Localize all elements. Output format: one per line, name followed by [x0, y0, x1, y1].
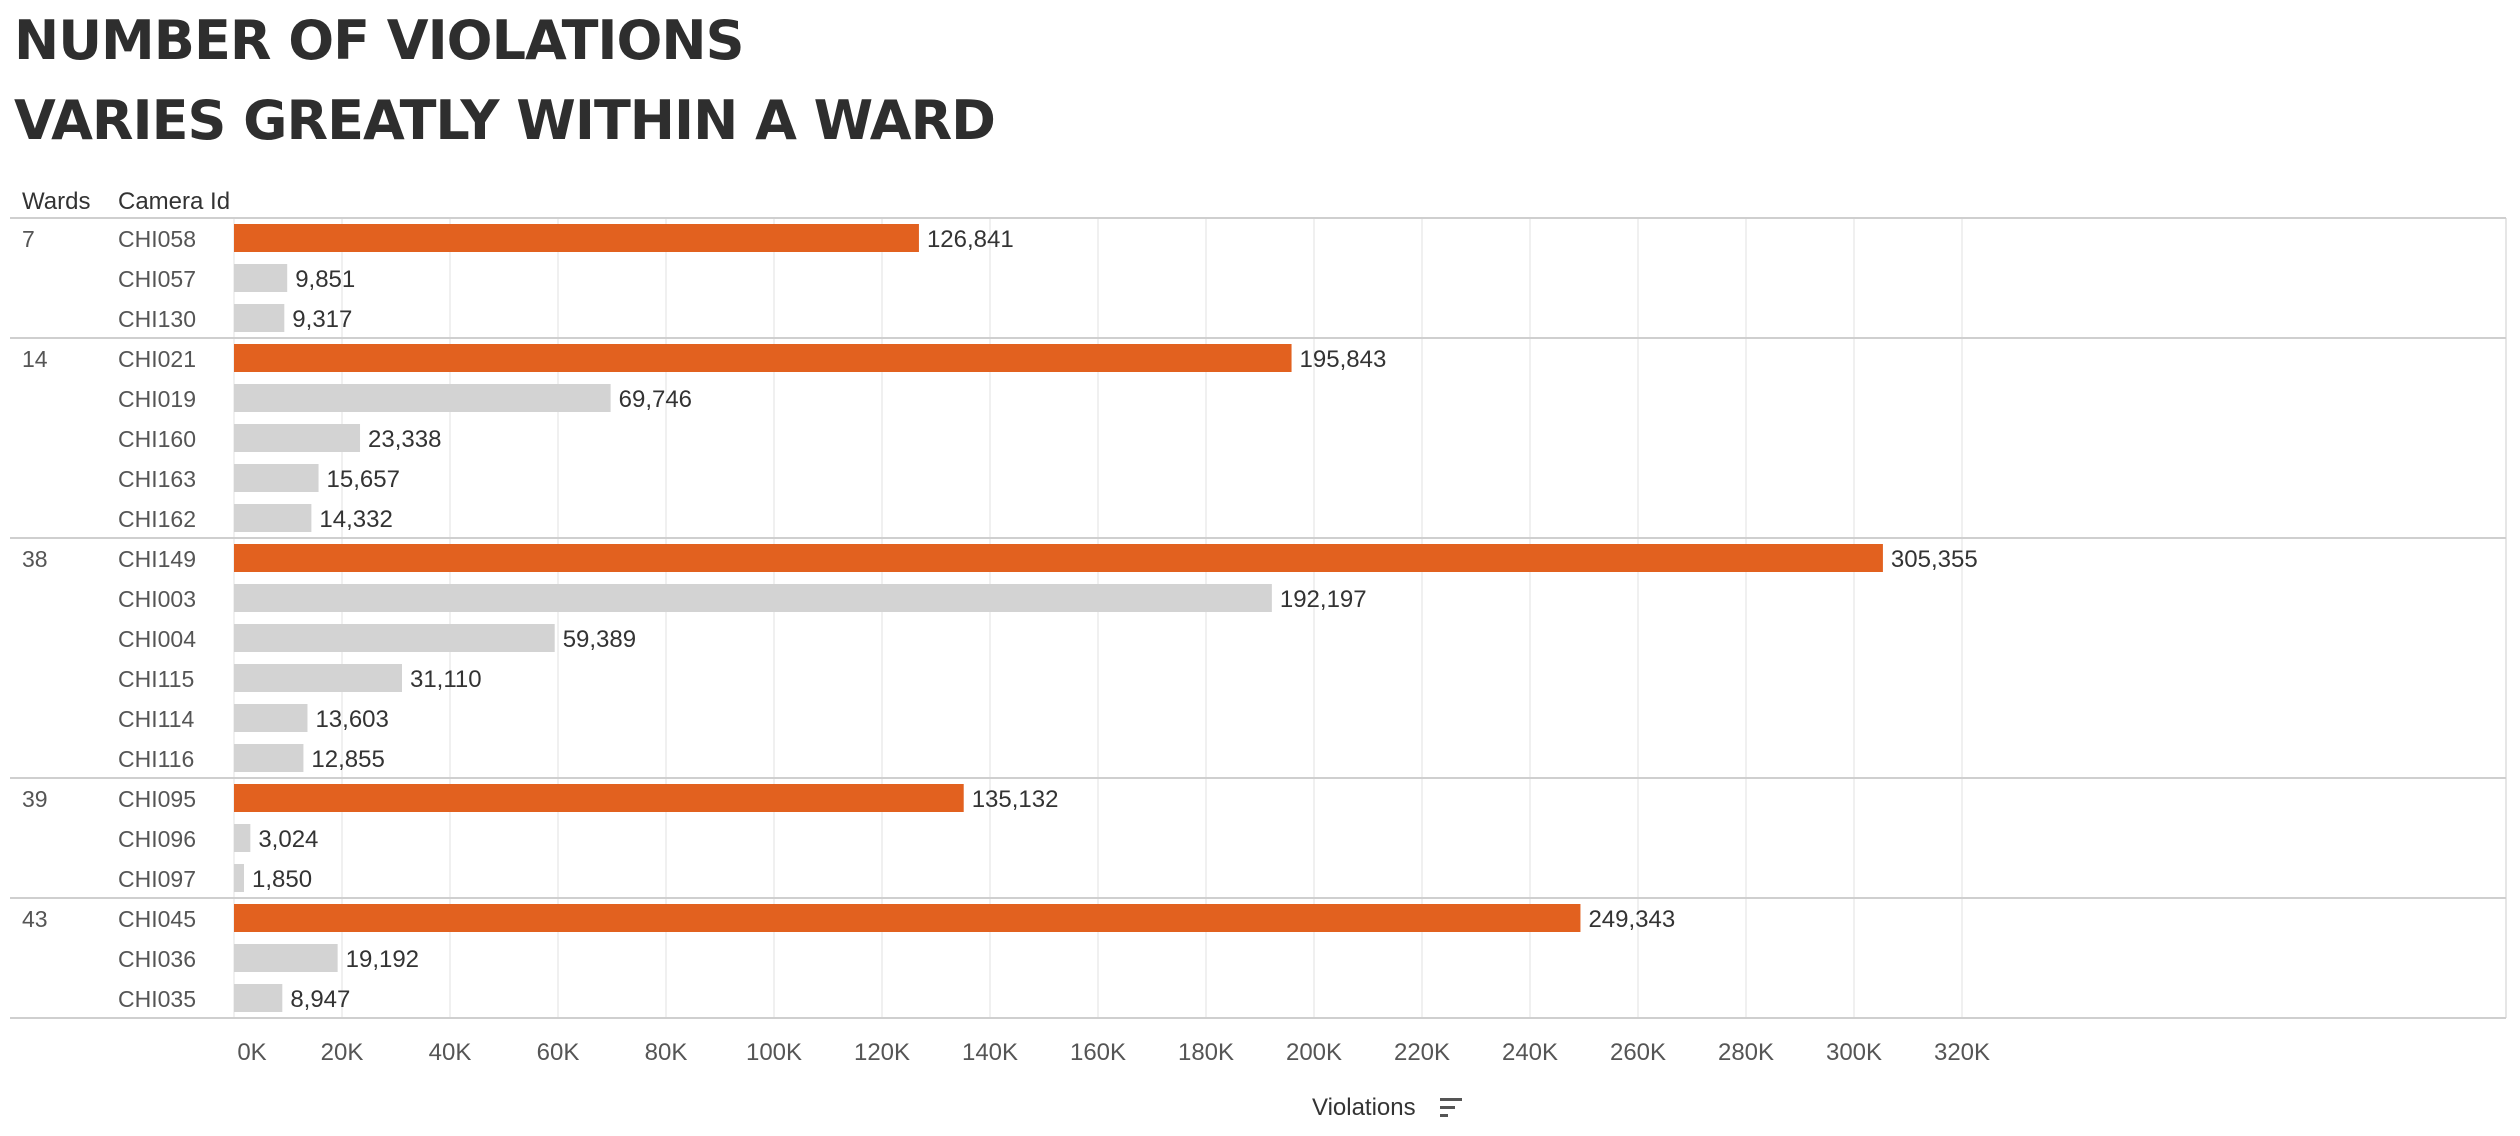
bar-chi057[interactable] [234, 264, 288, 292]
x-tick-label: 100K [746, 1039, 802, 1066]
x-tick-label: 180K [1178, 1039, 1234, 1066]
x-tick-label: 20K [321, 1039, 364, 1066]
data-label: 249,343 [1588, 906, 1675, 933]
bar-chi035[interactable] [234, 984, 283, 1012]
camera-id-label[interactable]: CHI162 [118, 506, 196, 532]
data-label: 23,338 [368, 426, 441, 453]
x-tick-label: 80K [645, 1039, 688, 1066]
ward-label[interactable]: 43 [22, 906, 48, 932]
x-tick-label: 200K [1286, 1039, 1342, 1066]
x-axis-title: Violations [1312, 1094, 1416, 1121]
data-label: 9,317 [292, 306, 352, 333]
bar-chi163[interactable] [234, 464, 319, 492]
data-label: 3,024 [258, 826, 318, 853]
camera-id-label[interactable]: CHI004 [118, 626, 196, 652]
bar-chi003[interactable] [234, 584, 1272, 612]
data-label: 59,389 [563, 626, 636, 653]
chart-title-line-2: VARIES GREATLY WITHIN A WARD [14, 89, 996, 152]
chart-title-line-1: NUMBER OF VIOLATIONS [14, 9, 745, 72]
data-label: 1,850 [252, 866, 312, 893]
ward-label[interactable]: 7 [22, 226, 35, 252]
bar-chi021[interactable] [234, 344, 1292, 372]
data-label: 13,603 [315, 706, 388, 733]
data-label: 305,355 [1891, 546, 1978, 573]
camera-id-label[interactable]: CHI003 [118, 586, 196, 612]
sort-descending-icon[interactable] [1440, 1098, 1462, 1120]
bar-chi160[interactable] [234, 424, 361, 452]
x-tick-label: 140K [962, 1039, 1018, 1066]
data-label: 192,197 [1280, 586, 1367, 613]
x-tick-label: 120K [854, 1039, 910, 1066]
camera-id-label[interactable]: CHI115 [118, 666, 194, 692]
x-tick-label: 60K [537, 1039, 580, 1066]
bar-chi097[interactable] [234, 864, 244, 892]
camera-id-label[interactable]: CHI058 [118, 226, 196, 252]
bar-chi149[interactable] [234, 544, 1883, 572]
camera-id-label[interactable]: CHI163 [118, 466, 196, 492]
camera-id-label[interactable]: CHI130 [118, 306, 196, 332]
bar-chi116[interactable] [234, 744, 304, 772]
camera-id-label[interactable]: CHI114 [118, 706, 194, 732]
data-label: 126,841 [927, 226, 1014, 253]
x-tick-label: 0K [237, 1039, 266, 1066]
camera-id-column-header[interactable]: Camera Id [118, 188, 231, 215]
x-tick-label: 240K [1502, 1039, 1558, 1066]
camera-id-label[interactable]: CHI019 [118, 386, 196, 412]
bar-chi058[interactable] [234, 224, 919, 252]
x-tick-label: 40K [429, 1039, 472, 1066]
wards-column-header[interactable]: Wards [22, 188, 91, 215]
bar-chi114[interactable] [234, 704, 308, 732]
data-label: 69,746 [619, 386, 692, 413]
bar-chi036[interactable] [234, 944, 338, 972]
data-label: 14,332 [319, 506, 392, 533]
x-tick-label: 260K [1610, 1039, 1666, 1066]
camera-id-label[interactable]: CHI035 [118, 986, 196, 1012]
data-label: 9,851 [295, 266, 355, 293]
camera-id-label[interactable]: CHI160 [118, 426, 196, 452]
bar-chi095[interactable] [234, 784, 964, 812]
camera-id-label[interactable]: CHI036 [118, 946, 196, 972]
ward-label[interactable]: 14 [22, 346, 48, 372]
bar-chi115[interactable] [234, 664, 402, 692]
data-label: 15,657 [327, 466, 400, 493]
x-tick-label: 160K [1070, 1039, 1126, 1066]
data-label: 8,947 [290, 986, 350, 1013]
camera-id-label[interactable]: CHI057 [118, 266, 196, 292]
camera-id-label[interactable]: CHI045 [118, 906, 196, 932]
camera-id-label[interactable]: CHI095 [118, 786, 196, 812]
camera-id-label[interactable]: CHI021 [118, 346, 196, 372]
ward-label[interactable]: 39 [22, 786, 48, 812]
bar-chi045[interactable] [234, 904, 1581, 932]
data-label: 135,132 [972, 786, 1059, 813]
x-tick-label: 320K [1934, 1039, 1990, 1066]
data-label: 19,192 [346, 946, 419, 973]
camera-id-label[interactable]: CHI149 [118, 546, 196, 572]
bar-chi162[interactable] [234, 504, 312, 532]
data-label: 12,855 [311, 746, 384, 773]
data-label: 31,110 [410, 666, 482, 693]
x-tick-label: 300K [1826, 1039, 1882, 1066]
bar-chi019[interactable] [234, 384, 611, 412]
data-label: 195,843 [1300, 346, 1387, 373]
x-tick-label: 280K [1718, 1039, 1774, 1066]
camera-id-label[interactable]: CHI097 [118, 866, 196, 892]
camera-id-label[interactable]: CHI116 [118, 746, 194, 772]
ward-label[interactable]: 38 [22, 546, 48, 572]
bar-chi130[interactable] [234, 304, 285, 332]
camera-id-label[interactable]: CHI096 [118, 826, 196, 852]
bar-chi096[interactable] [234, 824, 251, 852]
bar-chi004[interactable] [234, 624, 555, 652]
x-tick-label: 220K [1394, 1039, 1450, 1066]
